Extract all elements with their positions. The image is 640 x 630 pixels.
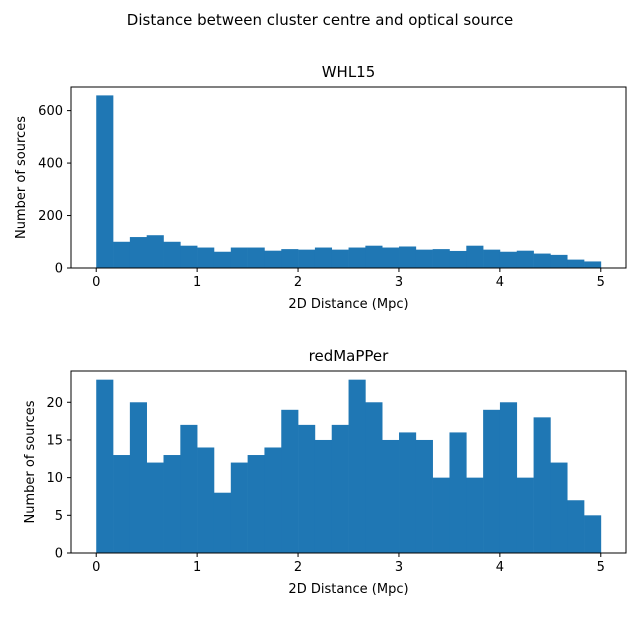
redmapper-xtick-label-2: 2: [294, 560, 302, 575]
whl15-bar-13: [314, 247, 333, 268]
redmapper-bar-4: [163, 455, 181, 553]
redmapper-bar-20: [432, 477, 450, 553]
whl15-bar-21: [449, 250, 467, 268]
whl15-bar-8: [230, 247, 248, 268]
redmapper-bar-23: [483, 409, 501, 553]
redmapper-bars: [96, 379, 602, 553]
whl15-bar-18: [399, 246, 417, 268]
whl15-xtick-label-2: 2: [294, 275, 302, 290]
whl15-bar-16: [365, 245, 383, 268]
redmapper-bar-29: [584, 515, 602, 553]
whl15-bar-6: [197, 247, 215, 268]
whl15-bar-0: [96, 95, 114, 268]
whl15-bar-23: [483, 249, 501, 268]
whl15-bar-27: [550, 254, 568, 268]
whl15-histogram-panel: 0 1 2 3 4 5 0 200 400 600 WHL15 2D Distance (Mpc) Nu…: [14, 63, 627, 312]
whl15-ytick-label-0: 0: [55, 262, 63, 277]
redmapper-bar-2: [129, 402, 147, 553]
redmapper-bar-16: [365, 402, 383, 553]
whl15-bar-29: [584, 261, 602, 268]
whl15-bar-1: [113, 241, 131, 268]
redmapper-xlabel: 2D Distance (Mpc): [288, 582, 408, 597]
redmapper-ytick-label-5: 5: [55, 509, 63, 524]
redmapper-ytick-label-15: 15: [46, 433, 63, 448]
whl15-xtick-label-5: 5: [597, 275, 605, 290]
redmapper-bar-17: [382, 439, 400, 553]
redmapper-xtick-label-1: 1: [193, 560, 201, 575]
whl15-bars: [96, 95, 602, 268]
whl15-bar-5: [180, 245, 198, 268]
whl15-bar-3: [146, 235, 164, 268]
whl15-title: WHL15: [322, 63, 376, 81]
whl15-bar-11: [281, 249, 299, 268]
whl15-bar-17: [382, 247, 400, 268]
whl15-xtick-label-0: 0: [92, 275, 100, 290]
whl15-bar-9: [247, 247, 265, 268]
whl15-bar-4: [163, 241, 181, 268]
redmapper-bar-11: [281, 409, 299, 553]
whl15-bar-24: [499, 251, 518, 268]
whl15-xtick-label-1: 1: [193, 275, 201, 290]
whl15-ytick-label-200: 200: [38, 209, 63, 224]
redmapper-bar-15: [348, 379, 366, 553]
redmapper-ytick-label-20: 20: [46, 396, 63, 411]
redmapper-xtick-label-0: 0: [92, 560, 100, 575]
redmapper-bar-14: [331, 424, 349, 553]
redmapper-xtick-label-5: 5: [597, 560, 605, 575]
whl15-bar-25: [516, 250, 534, 268]
redmapper-bar-0: [96, 379, 114, 553]
redmapper-bar-25: [516, 477, 534, 553]
redmapper-bar-7: [213, 492, 232, 553]
redmapper-bar-27: [550, 462, 568, 553]
redmapper-bar-10: [264, 447, 282, 553]
redmapper-bar-8: [230, 462, 248, 553]
redmapper-bar-13: [314, 439, 333, 553]
redmapper-ylabel: Number of sources: [23, 400, 38, 523]
redmapper-bar-9: [247, 455, 265, 553]
whl15-bar-15: [348, 247, 366, 268]
redmapper-bar-18: [399, 432, 417, 553]
redmapper-bar-22: [466, 477, 484, 553]
whl15-bar-26: [533, 253, 551, 268]
whl15-bar-28: [567, 259, 585, 268]
figure-suptitle: Distance between cluster centre and opti…: [127, 11, 513, 29]
redmapper-bar-5: [180, 424, 198, 553]
redmapper-bar-26: [533, 417, 551, 553]
redmapper-bar-6: [197, 447, 215, 553]
whl15-ytick-label-600: 600: [38, 104, 63, 119]
whl15-bar-12: [298, 249, 316, 268]
redmapper-bar-12: [298, 424, 316, 553]
whl15-bar-20: [432, 249, 450, 268]
redmapper-xtick-label-4: 4: [496, 560, 504, 575]
whl15-xtick-label-3: 3: [395, 275, 403, 290]
redmapper-histogram-panel: 0 1 2 3 4 5 0 5 10 15 20 redMaPPer 2D Distance (Mpc)…: [23, 347, 627, 597]
redmapper-bar-21: [449, 432, 467, 553]
whl15-xlabel: 2D Distance (Mpc): [288, 297, 408, 312]
redmapper-bar-1: [113, 455, 131, 553]
whl15-bar-10: [264, 250, 282, 268]
whl15-xtick-label-4: 4: [496, 275, 504, 290]
redmapper-xtick-label-3: 3: [395, 560, 403, 575]
whl15-bar-14: [331, 249, 349, 268]
redmapper-bar-3: [146, 462, 164, 553]
redmapper-bar-28: [567, 500, 585, 553]
redmapper-ytick-label-10: 10: [46, 471, 63, 486]
redmapper-title: redMaPPer: [309, 347, 390, 365]
whl15-axes-frame: [70, 86, 627, 269]
whl15-ylabel: Number of sources: [14, 116, 29, 239]
whl15-ytick-label-400: 400: [38, 157, 63, 172]
whl15-bar-7: [213, 251, 232, 268]
redmapper-bar-19: [415, 439, 433, 553]
whl15-bar-2: [129, 237, 147, 268]
redmapper-bar-24: [499, 402, 518, 553]
redmapper-axes-frame: [70, 370, 627, 554]
redmapper-ytick-label-0: 0: [55, 547, 63, 562]
whl15-bar-19: [415, 249, 433, 268]
whl15-bar-22: [466, 245, 484, 268]
